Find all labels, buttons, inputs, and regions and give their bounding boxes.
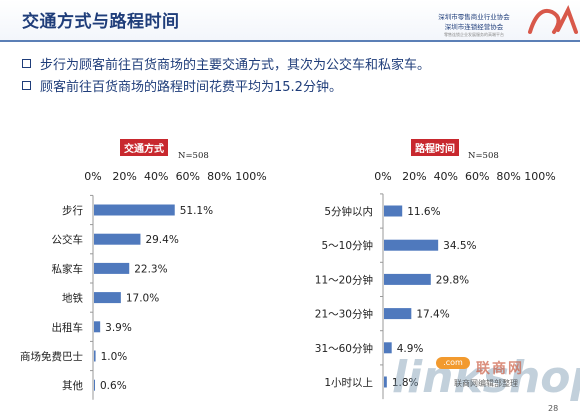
header-bar	[0, 0, 580, 40]
bar	[384, 239, 439, 251]
x-tick-label: 20%	[112, 170, 136, 183]
x-tick-label: 60%	[176, 170, 200, 183]
x-tick-label: 100%	[524, 170, 555, 183]
x-tick-label: 80%	[207, 170, 231, 183]
category-label: 21～30分钟	[315, 308, 373, 321]
x-tick-label: 80%	[496, 170, 520, 183]
sample-size-transport: N=508	[178, 151, 209, 161]
category-label: 1小时以上	[324, 377, 373, 389]
bullet-text: 顾客前往百货商场的路程时间花费平均为15.2分钟。	[40, 80, 342, 95]
sample-size-travel-time: N=508	[468, 151, 499, 161]
bar	[94, 292, 121, 304]
value-label: 29.8%	[436, 274, 469, 286]
title-divider	[0, 40, 580, 42]
value-label: 17.4%	[416, 309, 449, 321]
bullet-text: 步行为顾客前往百货商场的主要交通方式，其次为公交车和私家车。	[40, 58, 431, 73]
bar	[94, 233, 141, 245]
value-label: 1.8%	[392, 377, 419, 389]
value-label: 22.3%	[134, 263, 167, 275]
category-label: 出租车	[52, 321, 84, 334]
value-label: 51.1%	[180, 205, 213, 217]
x-tick-label: 60%	[465, 170, 489, 183]
bar	[384, 308, 412, 320]
bar	[94, 204, 175, 216]
bar	[94, 379, 95, 391]
value-label: 0.6%	[100, 380, 127, 392]
transport-mode-chart: 0% 20% 40% 60% 80% 100% 步行 51.1% 公交车 29.4% 私家车 22.3…	[20, 170, 267, 400]
square-bullet-icon	[22, 59, 31, 68]
bar	[94, 262, 130, 274]
category-label: 商场免费巴士	[20, 350, 83, 363]
bar	[384, 273, 431, 285]
logo-line-1: 深圳市零售商业行业协会	[438, 13, 510, 21]
value-label: 17.0%	[126, 293, 159, 305]
watermark-cn: 联商网	[476, 361, 524, 377]
category-label: 步行	[62, 204, 83, 217]
watermark-caption: 联商网编辑部整理	[454, 379, 518, 388]
bar	[384, 342, 392, 354]
category-label: 公交车	[52, 233, 84, 246]
bar	[384, 205, 403, 217]
bar	[94, 321, 101, 333]
value-label: 34.5%	[443, 240, 476, 252]
value-label: 11.6%	[407, 206, 440, 218]
category-label: 地铁	[62, 292, 83, 305]
category-label: 31～60分钟	[315, 342, 373, 355]
value-label: 1.0%	[101, 351, 128, 363]
x-tick-label: 100%	[235, 170, 266, 183]
chart-title-travel-time: 路程时间	[411, 139, 459, 156]
page-number: 28	[548, 404, 559, 413]
value-label: 4.9%	[397, 343, 424, 355]
x-tick-label: 20%	[402, 170, 426, 183]
brand-mark-logo	[528, 4, 578, 34]
travel-time-chart: 0% 20% 40% 60% 80% 100% 5分钟以内 11.6% 5～10分钟 34.5% 1…	[315, 170, 556, 400]
x-tick-label: 0%	[374, 170, 391, 183]
square-bullet-icon	[22, 81, 31, 90]
logo-line-2: 深圳市连锁经营协会	[444, 23, 504, 31]
chart-title-transport: 交通方式	[120, 139, 168, 156]
x-tick-label: 0%	[84, 170, 101, 183]
value-label: 29.4%	[145, 234, 178, 246]
watermark-text: linkshop	[392, 352, 580, 403]
category-label: 5～10分钟	[321, 239, 373, 252]
category-label: 11～20分钟	[315, 273, 373, 286]
category-label: 5分钟以内	[324, 205, 373, 218]
category-label: 私家车	[52, 262, 84, 275]
bar	[384, 376, 387, 388]
category-label: 其他	[62, 379, 83, 392]
x-tick-label: 40%	[144, 170, 168, 183]
x-tick-label: 40%	[434, 170, 458, 183]
bar	[94, 350, 96, 362]
logo-line-3: 零售连锁企业发展服务的高端平台	[444, 32, 504, 37]
page-title: 交通方式与路程时间	[22, 12, 180, 32]
watermark-badge: .com	[436, 357, 470, 369]
association-logo: 深圳市零售商业行业协会 深圳市连锁经营协会 零售连锁企业发展服务的高端平台	[428, 2, 520, 38]
value-label: 3.9%	[105, 322, 132, 334]
